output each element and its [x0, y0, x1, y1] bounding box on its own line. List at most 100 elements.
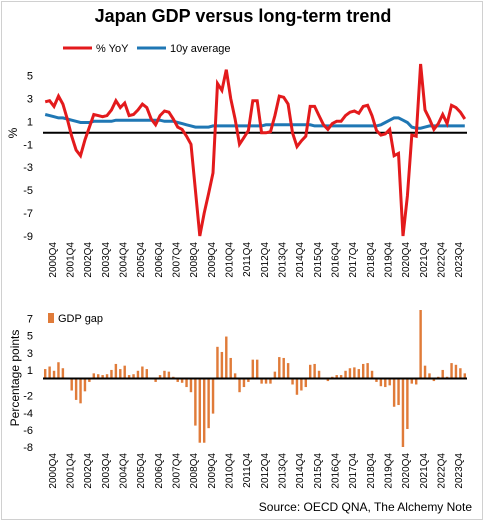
gdp-gap-bar [74, 378, 78, 400]
gdp-gap-bar [83, 378, 87, 392]
gdp-gap-bar [300, 378, 303, 391]
bottom-y-ticks: 7 5 3 1 -2 -4 -6 -8 [23, 314, 33, 454]
gdp-gap-bar [233, 373, 237, 379]
gdp-gap-bar [194, 378, 197, 426]
bottom-x-tick-label: 2008Q4 [189, 453, 200, 489]
bottom-y-tick-label: 3 [27, 348, 33, 360]
top-x-tick-label: 2009Q4 [207, 242, 218, 278]
gdp-gap-bar [255, 359, 259, 379]
top-x-tick-label: 2012Q4 [260, 242, 271, 278]
top-y-tick-label: -3 [23, 162, 33, 174]
top-legend: % YoY 10y average [63, 43, 231, 55]
gdp-gap-bar [308, 364, 312, 379]
gdp-gap-bar [463, 373, 467, 379]
gdp-gap-bar [273, 371, 277, 379]
gdp-gap-bar [419, 310, 422, 379]
chart-title: Japan GDP versus long-term trend [94, 6, 392, 26]
bottom-x-tick-label: 2013Q4 [278, 453, 289, 489]
top-x-tick-label: 2022Q4 [437, 242, 448, 278]
gdp-gap-bar [295, 378, 299, 395]
bottom-y-tick-label: -4 [23, 408, 33, 420]
gdp-gap-bar [454, 364, 458, 379]
gdp-gap-bar [79, 378, 82, 404]
top-y-tick-label: -7 [23, 208, 33, 220]
top-x-tick-label: 2000Q4 [48, 242, 59, 278]
gdp-gap-bar [304, 378, 308, 388]
bottom-x-tick-label: 2005Q4 [136, 453, 147, 489]
series-10y-average-line [44, 113, 465, 130]
gdp-gap-bar [428, 373, 431, 379]
gdp-gap-bar [127, 375, 131, 379]
gdp-gap-bar [101, 375, 104, 379]
gdp-gap-bar [176, 378, 179, 382]
top-y-tick-label: -5 [23, 185, 33, 197]
gdp-gap-bar [432, 378, 436, 382]
bottom-y-axis-label: Percentage points [8, 330, 22, 427]
gdp-gap-bar [423, 365, 427, 379]
gdp-gap-bar [114, 363, 118, 379]
gdp-gap-bar [225, 336, 228, 379]
gdp-gap-bar [335, 375, 338, 379]
top-x-tick-label: 2013Q4 [278, 242, 289, 278]
bottom-x-tick-label: 2015Q4 [313, 453, 324, 489]
gdp-gap-bar [92, 373, 96, 379]
gdp-gap-bar [220, 351, 224, 379]
top-x-tick-label: 2004Q4 [119, 242, 130, 278]
bottom-x-tick-label: 2012Q4 [260, 453, 271, 489]
gdp-gap-bar [110, 369, 113, 379]
gdp-gap-bar [57, 362, 60, 379]
gdp-gap-bar [264, 378, 268, 384]
top-x-tick-label: 2010Q4 [225, 242, 236, 278]
bottom-y-tick-label: 1 [27, 365, 33, 377]
bottom-y-tick-label: -6 [23, 425, 33, 437]
gdp-gap-bar [238, 378, 241, 393]
gdp-gap-bar [278, 357, 281, 379]
gdp-gap-bar [154, 378, 157, 382]
gdp-gap-bar [361, 363, 365, 379]
gdp-gap-bar [344, 370, 347, 379]
gdp-gap-bar [43, 369, 47, 379]
series-yoy-line [44, 63, 467, 237]
bottom-x-tick-label: 2014Q4 [295, 453, 306, 489]
gdp-gap-bar [198, 378, 202, 443]
gdp-gap-bar [242, 378, 246, 388]
bottom-x-tick-label: 2020Q4 [401, 453, 412, 489]
gdp-gap-bar [291, 378, 294, 385]
gdp-gap-bar [229, 357, 232, 379]
gdp-gap-bar [388, 378, 391, 386]
gdp-gap-bar [185, 378, 188, 388]
gdp-gap-bar [357, 369, 361, 379]
top-y-tick-label: 1 [27, 116, 33, 128]
gdp-gap-bar [384, 378, 387, 388]
gdp-gap-bar [414, 378, 418, 385]
legend-gdp-gap-swatch [48, 313, 54, 323]
top-x-tick-label: 2003Q4 [101, 242, 112, 278]
top-y-ticks: 5 3 1 -1 -3 -5 -7 -9 [23, 70, 33, 243]
gdp-gap-bar [251, 359, 255, 379]
top-x-tick-label: 2017Q4 [348, 242, 359, 278]
bottom-x-tick-label: 2001Q4 [66, 453, 77, 489]
gdp-gap-bar [379, 378, 383, 387]
gdp-gap-bar [353, 367, 356, 379]
bottom-x-tick-label: 2009Q4 [207, 453, 218, 489]
gdp-gap-bar [123, 365, 126, 379]
top-x-tick-label: 2015Q4 [313, 242, 324, 278]
top-x-tick-label: 2021Q4 [419, 242, 430, 278]
top-x-tick-label: 2023Q4 [454, 242, 465, 278]
gdp-gap-bar [52, 370, 56, 379]
gdp-gap-bar [158, 375, 162, 379]
gdp-gap-bar [88, 378, 91, 382]
bottom-x-tick-label: 2019Q4 [384, 453, 395, 489]
gdp-gap-bar [282, 357, 285, 379]
gdp-gap-bar [375, 378, 378, 382]
bottom-x-tick-label: 2000Q4 [48, 453, 59, 489]
gdp-gap-bar [189, 378, 193, 393]
top-x-tick-label: 2016Q4 [331, 242, 342, 278]
bottom-x-ticks: 2000Q4 2001Q4 2002Q4 2003Q4 2004Q4 2005Q4 2006… [48, 453, 465, 489]
gdp-gap-bar [207, 378, 210, 429]
gdp-gap-bar [247, 378, 250, 382]
top-x-tick-label: 2007Q4 [172, 242, 183, 278]
top-x-tick-label: 2011Q4 [242, 242, 253, 277]
gdp-gap-bar [260, 378, 263, 384]
